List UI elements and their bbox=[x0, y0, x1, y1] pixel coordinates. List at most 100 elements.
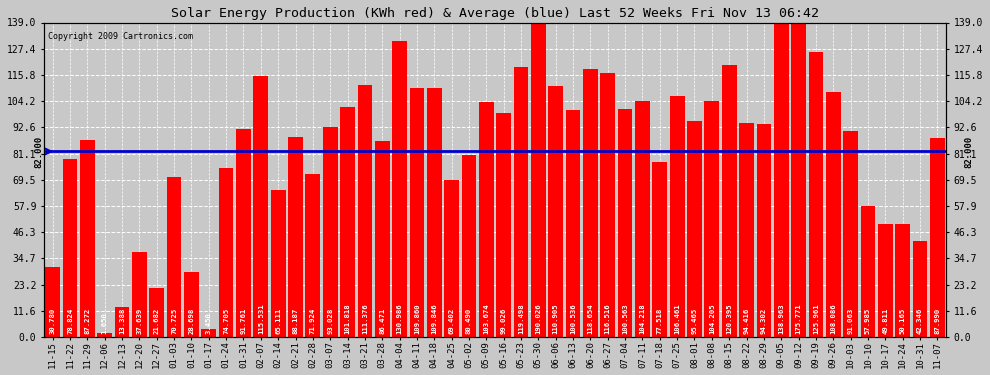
Title: Solar Energy Production (KWh red) & Average (blue) Last 52 Weeks Fri Nov 13 06:4: Solar Energy Production (KWh red) & Aver… bbox=[171, 7, 819, 20]
Bar bbox=[184, 272, 199, 337]
Bar bbox=[149, 288, 164, 337]
Bar bbox=[97, 333, 112, 337]
Bar bbox=[722, 64, 737, 337]
Bar bbox=[341, 106, 355, 337]
Text: 69.402: 69.402 bbox=[448, 308, 454, 334]
Bar bbox=[496, 113, 511, 337]
Bar bbox=[740, 123, 754, 337]
Bar bbox=[271, 190, 285, 337]
Text: 1.650: 1.650 bbox=[102, 312, 108, 334]
Bar bbox=[687, 121, 702, 337]
Bar bbox=[427, 88, 442, 337]
Text: 88.187: 88.187 bbox=[292, 308, 299, 334]
Bar bbox=[826, 93, 841, 337]
Bar bbox=[80, 140, 95, 337]
Text: 57.985: 57.985 bbox=[865, 308, 871, 334]
Text: 87.272: 87.272 bbox=[84, 308, 90, 334]
Text: 37.639: 37.639 bbox=[137, 308, 143, 334]
Text: 111.376: 111.376 bbox=[362, 303, 368, 334]
Text: 190.026: 190.026 bbox=[536, 303, 542, 334]
Bar bbox=[115, 307, 130, 337]
Text: 106.461: 106.461 bbox=[674, 303, 680, 334]
Bar bbox=[843, 131, 858, 337]
Text: 77.518: 77.518 bbox=[656, 308, 662, 334]
Bar bbox=[635, 101, 649, 337]
Text: 101.818: 101.818 bbox=[345, 303, 350, 334]
Text: 86.471: 86.471 bbox=[379, 308, 385, 334]
Bar bbox=[236, 129, 250, 337]
Bar bbox=[878, 224, 893, 337]
Bar bbox=[201, 329, 216, 337]
Bar bbox=[219, 168, 234, 337]
Text: 104.205: 104.205 bbox=[709, 303, 715, 334]
Text: 116.516: 116.516 bbox=[605, 303, 611, 334]
Text: 87.990: 87.990 bbox=[935, 308, 940, 334]
Bar bbox=[392, 40, 407, 337]
Bar bbox=[860, 206, 875, 337]
Text: 108.086: 108.086 bbox=[831, 303, 837, 334]
Bar bbox=[46, 267, 60, 337]
Text: 93.028: 93.028 bbox=[328, 308, 334, 334]
Bar bbox=[705, 101, 719, 337]
Text: 28.698: 28.698 bbox=[188, 308, 194, 334]
Bar bbox=[62, 159, 77, 337]
Text: 71.924: 71.924 bbox=[310, 308, 316, 334]
Bar bbox=[445, 180, 459, 337]
Text: 49.811: 49.811 bbox=[882, 308, 888, 334]
Text: 94.416: 94.416 bbox=[743, 308, 749, 334]
Bar bbox=[323, 126, 338, 337]
Bar bbox=[531, 22, 545, 337]
Text: 82.000: 82.000 bbox=[35, 135, 44, 168]
Bar bbox=[253, 76, 268, 337]
Bar bbox=[479, 102, 494, 337]
Bar bbox=[166, 177, 181, 337]
Text: 74.705: 74.705 bbox=[223, 308, 229, 334]
Bar bbox=[288, 138, 303, 337]
Text: 91.063: 91.063 bbox=[847, 308, 853, 334]
Bar bbox=[774, 22, 789, 337]
Text: 99.026: 99.026 bbox=[501, 308, 507, 334]
Text: 130.986: 130.986 bbox=[397, 303, 403, 334]
Bar bbox=[756, 124, 771, 337]
Bar bbox=[791, 22, 806, 337]
Text: 30.780: 30.780 bbox=[50, 308, 55, 334]
Text: 70.725: 70.725 bbox=[171, 308, 177, 334]
Bar bbox=[600, 74, 615, 337]
Text: 100.563: 100.563 bbox=[622, 303, 628, 334]
Bar bbox=[565, 110, 580, 337]
Text: 104.218: 104.218 bbox=[640, 303, 645, 334]
Text: 138.963: 138.963 bbox=[778, 303, 784, 334]
Text: 21.682: 21.682 bbox=[153, 308, 159, 334]
Text: 118.654: 118.654 bbox=[587, 303, 593, 334]
Text: 125.961: 125.961 bbox=[813, 303, 819, 334]
Text: 94.302: 94.302 bbox=[761, 308, 767, 334]
Bar bbox=[357, 85, 372, 337]
Text: 91.761: 91.761 bbox=[241, 308, 247, 334]
Bar bbox=[375, 141, 390, 337]
Text: 119.498: 119.498 bbox=[518, 303, 524, 334]
Bar bbox=[306, 174, 320, 337]
Text: 115.531: 115.531 bbox=[257, 303, 263, 334]
Text: 50.165: 50.165 bbox=[900, 308, 906, 334]
Text: 103.674: 103.674 bbox=[483, 303, 489, 334]
Text: 3.450: 3.450 bbox=[206, 312, 212, 334]
Text: Copyright 2009 Cartronics.com: Copyright 2009 Cartronics.com bbox=[49, 32, 193, 41]
Bar bbox=[895, 224, 910, 337]
Bar bbox=[670, 96, 684, 337]
Bar bbox=[410, 88, 425, 337]
Text: 42.346: 42.346 bbox=[917, 308, 923, 334]
Bar bbox=[618, 110, 633, 337]
Bar bbox=[514, 67, 529, 337]
Bar bbox=[583, 69, 598, 337]
Text: 65.111: 65.111 bbox=[275, 308, 281, 334]
Text: 80.490: 80.490 bbox=[466, 308, 472, 334]
Text: 109.860: 109.860 bbox=[414, 303, 420, 334]
Text: 175.771: 175.771 bbox=[796, 303, 802, 334]
Text: 13.388: 13.388 bbox=[119, 308, 125, 334]
Text: 100.536: 100.536 bbox=[570, 303, 576, 334]
Bar bbox=[652, 162, 667, 337]
Text: 109.846: 109.846 bbox=[432, 303, 438, 334]
Text: 110.905: 110.905 bbox=[552, 303, 558, 334]
Bar bbox=[132, 252, 147, 337]
Text: 120.395: 120.395 bbox=[727, 303, 733, 334]
